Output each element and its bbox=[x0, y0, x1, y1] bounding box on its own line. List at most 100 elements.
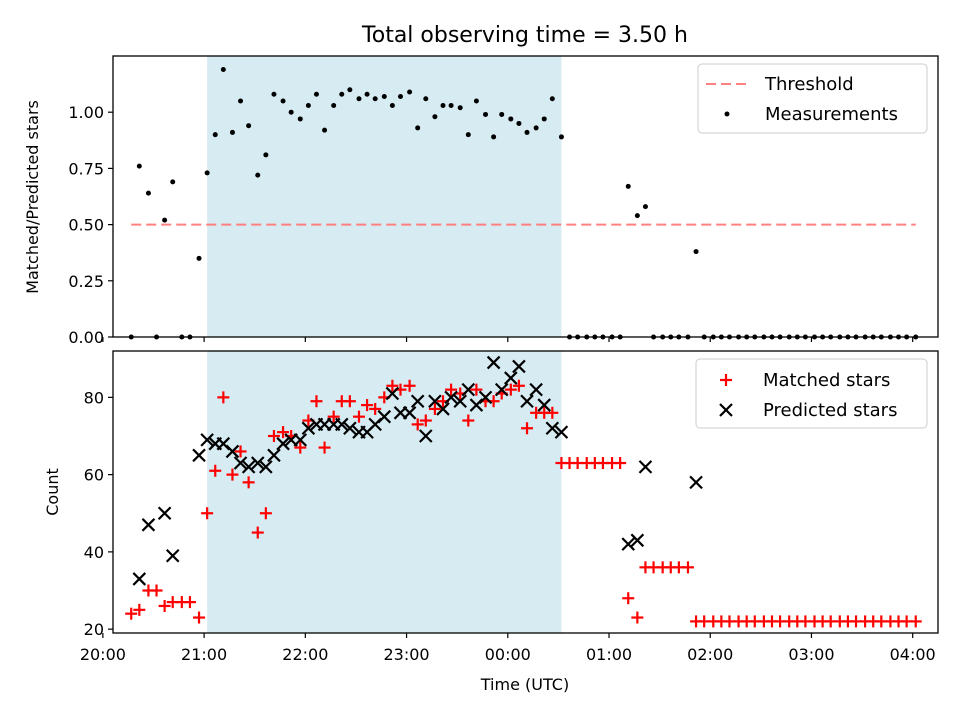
y-tick-label: 40 bbox=[84, 543, 104, 562]
y-ticks-ratio: 0.00 0.25 0.50 0.75 1.00 bbox=[68, 103, 113, 347]
matched-stars-points bbox=[125, 379, 922, 628]
predicted-star-point bbox=[267, 448, 281, 463]
matched-star-point bbox=[318, 441, 331, 454]
measurement-point bbox=[331, 102, 337, 108]
predicted-star-point bbox=[200, 433, 214, 447]
matched-star-point bbox=[361, 399, 374, 412]
predicted-stars-points bbox=[132, 355, 703, 586]
matched-star-point bbox=[183, 596, 196, 609]
measurement-point bbox=[347, 87, 353, 93]
predicted-star-point bbox=[419, 429, 433, 443]
matched-star-point bbox=[277, 426, 290, 439]
matched-star-point bbox=[327, 410, 340, 423]
measurement-point bbox=[389, 102, 395, 108]
measurement-point bbox=[305, 102, 311, 108]
legend-ratio-box bbox=[697, 63, 928, 134]
legend-measurements-label: Measurements bbox=[765, 104, 898, 125]
predicted-star-point bbox=[630, 533, 645, 548]
observing-window-ratio bbox=[207, 56, 562, 337]
predicted-star-point bbox=[504, 371, 518, 385]
y-tick-label: 0.25 bbox=[68, 272, 104, 291]
panel-counts-frame bbox=[112, 350, 939, 634]
measurement-point bbox=[255, 172, 261, 178]
y-tick-label: 1.00 bbox=[68, 103, 104, 122]
predicted-star-point bbox=[494, 382, 509, 397]
legend-matched-swatch bbox=[720, 374, 732, 386]
matched-star-point bbox=[369, 402, 382, 415]
matched-star-point bbox=[234, 445, 247, 458]
measurement-point bbox=[297, 116, 303, 122]
measurement-point bbox=[483, 111, 489, 117]
matched-star-point bbox=[403, 379, 416, 392]
matched-star-point bbox=[470, 383, 483, 396]
measurement-point bbox=[407, 89, 413, 95]
measurement-point bbox=[558, 134, 564, 140]
measurement-point bbox=[356, 96, 362, 102]
predicted-star-point bbox=[259, 460, 273, 474]
matched-star-point bbox=[681, 561, 694, 574]
predicted-star-point bbox=[478, 390, 493, 405]
legend-counts: Matched stars Predicted stars bbox=[695, 358, 928, 429]
matched-star-point bbox=[201, 507, 214, 520]
predicted-star-point bbox=[377, 409, 392, 424]
legend-ratio: Threshold Measurements bbox=[697, 63, 928, 134]
x-tick-label: 03:00 bbox=[788, 645, 834, 664]
predicted-star-point bbox=[334, 417, 349, 432]
measurement-point bbox=[415, 125, 421, 131]
measurement-point bbox=[491, 134, 497, 140]
matched-star-point bbox=[512, 379, 525, 392]
matched-star-point bbox=[133, 603, 146, 616]
matched-star-point bbox=[209, 464, 222, 477]
measurement-point bbox=[693, 249, 699, 255]
predicted-star-point bbox=[385, 386, 400, 401]
predicted-star-point bbox=[486, 355, 501, 370]
measurement-point bbox=[229, 129, 235, 135]
predicted-star-point bbox=[621, 537, 636, 551]
predicted-star-point bbox=[225, 444, 240, 459]
x-tick-label: 20:00 bbox=[80, 645, 126, 664]
measurement-point bbox=[263, 152, 269, 158]
predicted-star-point bbox=[512, 359, 526, 374]
matched-star-point bbox=[631, 611, 644, 624]
predicted-star-point bbox=[276, 436, 290, 451]
measurement-point bbox=[634, 213, 640, 219]
predicted-star-point bbox=[436, 402, 450, 416]
matched-star-point bbox=[226, 468, 239, 481]
y-tick-label: 0.75 bbox=[68, 159, 104, 178]
measurement-point bbox=[162, 217, 168, 223]
matched-star-point bbox=[504, 383, 517, 396]
matched-star-point bbox=[909, 615, 922, 628]
y-axis-label-ratio: Matched/Predicted stars bbox=[23, 100, 42, 294]
matched-star-point bbox=[386, 379, 399, 392]
measurement-point bbox=[541, 116, 547, 122]
predicted-star-point bbox=[453, 394, 467, 408]
measurement-point bbox=[271, 91, 277, 97]
predicted-star-point bbox=[529, 382, 543, 397]
matched-star-point bbox=[462, 414, 475, 427]
predicted-star-point bbox=[157, 506, 172, 521]
x-ticks-top-panel bbox=[102, 337, 914, 342]
x-tick-label: 00:00 bbox=[485, 645, 531, 664]
legend-threshold-label: Threshold bbox=[764, 74, 854, 95]
measurement-point bbox=[448, 102, 454, 108]
y-tick-label: 60 bbox=[84, 466, 104, 485]
matched-star-point bbox=[614, 457, 627, 470]
y-tick-label: 0.00 bbox=[68, 328, 104, 347]
measurement-point bbox=[322, 127, 328, 133]
x-tick-label: 23:00 bbox=[384, 645, 430, 664]
predicted-star-point bbox=[233, 456, 248, 470]
matched-star-point bbox=[521, 422, 534, 435]
matched-star-point bbox=[217, 391, 230, 404]
matched-star-point bbox=[411, 418, 424, 431]
matched-star-point bbox=[259, 507, 272, 520]
measurement-point bbox=[642, 204, 648, 210]
x-ticks-bottom-panel: 20:00 21:00 22:00 23:00 00:00 01:00 02:00 03:00… bbox=[80, 633, 936, 664]
measurement-point bbox=[432, 114, 438, 120]
x-tick-label: 01:00 bbox=[586, 645, 632, 664]
matched-star-point bbox=[419, 414, 432, 427]
measurement-point bbox=[220, 66, 226, 72]
matched-star-point bbox=[251, 526, 264, 539]
measurement-point bbox=[238, 98, 244, 104]
chart-title: Total observing time = 3.50 h bbox=[361, 23, 688, 48]
